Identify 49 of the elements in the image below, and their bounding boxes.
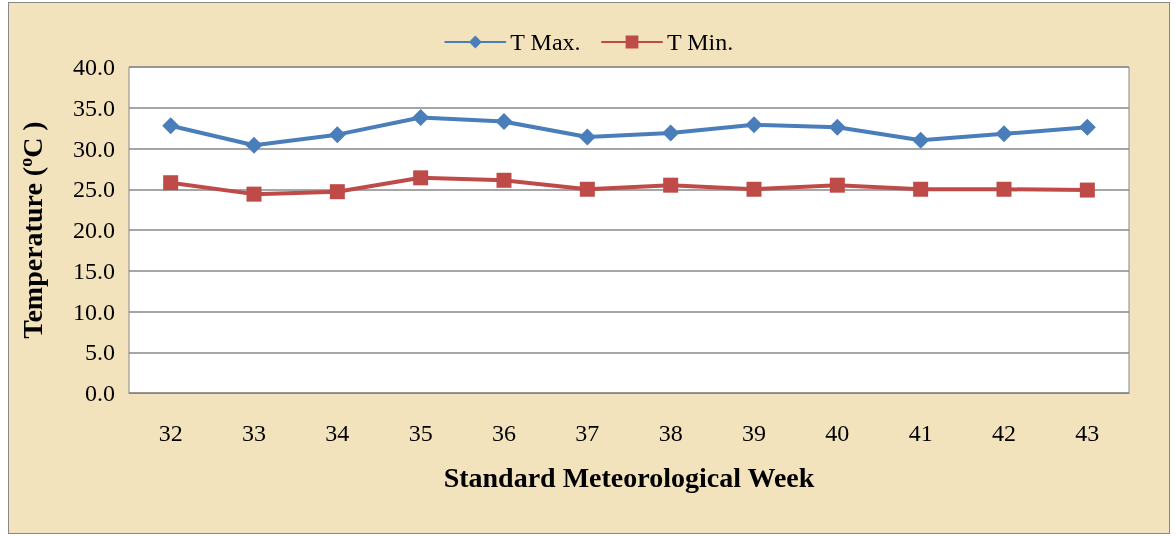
x-axis-title: Standard Meteorological Week — [443, 461, 815, 493]
x-tick-label: 35 — [408, 420, 433, 446]
x-tick-label: 39 — [742, 420, 766, 446]
x-tick-label: 33 — [242, 420, 266, 446]
y-tick-label: 40.0 — [73, 54, 115, 80]
x-tick-label: 42 — [992, 420, 1016, 446]
x-tick-label: 36 — [492, 420, 516, 446]
x-tick-label: 37 — [575, 420, 600, 446]
point — [828, 118, 846, 136]
point — [162, 117, 180, 135]
x-tick-label: 43 — [1075, 420, 1100, 446]
point — [329, 184, 345, 200]
point — [246, 186, 262, 202]
point — [579, 181, 595, 197]
point — [746, 181, 762, 197]
point — [412, 109, 430, 127]
x-tick-label: 40 — [825, 420, 850, 446]
y-tick-label: 20.0 — [73, 217, 115, 243]
point — [663, 177, 679, 193]
y-tick-label: 0.0 — [85, 380, 115, 406]
y-tick-label: 10.0 — [73, 298, 115, 325]
point — [745, 116, 763, 134]
point — [913, 181, 929, 197]
point — [1078, 118, 1096, 136]
y-tick-label: 15.0 — [73, 257, 115, 284]
point — [1079, 182, 1095, 198]
point — [829, 177, 845, 193]
point — [496, 172, 512, 188]
point — [413, 170, 429, 186]
y-tick-label: 35.0 — [73, 94, 115, 121]
y-tick-label: 5.0 — [85, 339, 115, 366]
y-tick-label: 25.0 — [73, 176, 115, 203]
point — [662, 124, 680, 142]
y-tick-label: 30.0 — [73, 135, 115, 162]
x-tick-label: 38 — [658, 420, 683, 446]
legend-label: T Min. — [666, 29, 734, 55]
legend-label: T Max. — [510, 29, 581, 55]
point — [912, 131, 930, 149]
point — [163, 175, 179, 191]
point — [578, 128, 596, 146]
x-tick-label: 41 — [908, 420, 933, 446]
point — [245, 136, 263, 154]
x-tick-label: 34 — [325, 420, 350, 446]
point — [996, 181, 1012, 197]
point — [328, 126, 346, 144]
x-tick-label: 32 — [158, 420, 183, 446]
point — [995, 125, 1013, 143]
point — [495, 113, 513, 131]
y-axis-title: Temperature (oC ) — [16, 121, 48, 339]
